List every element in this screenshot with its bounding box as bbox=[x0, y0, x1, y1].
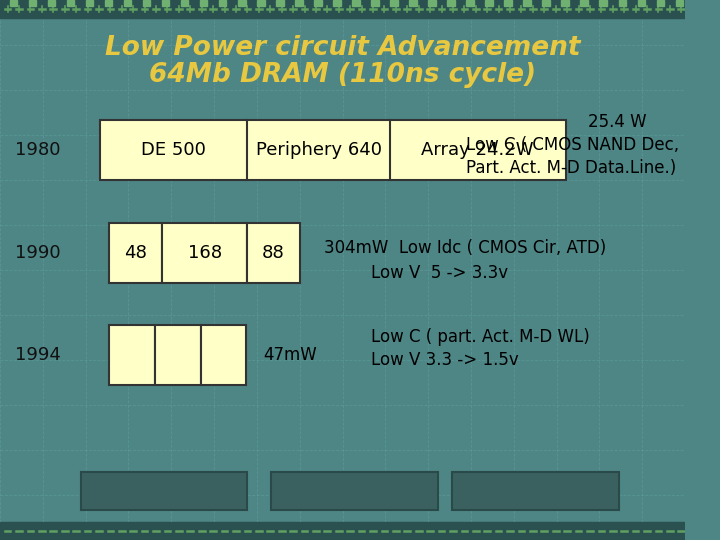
Bar bbox=[9, 0, 17, 6]
Bar bbox=[201, 325, 246, 385]
Bar bbox=[618, 0, 626, 6]
Bar bbox=[48, 0, 55, 6]
Bar bbox=[162, 223, 248, 283]
Bar bbox=[314, 0, 322, 6]
Bar bbox=[100, 120, 566, 180]
Bar bbox=[104, 0, 112, 6]
Bar bbox=[0, 522, 685, 540]
Text: 88: 88 bbox=[262, 244, 284, 262]
Bar bbox=[67, 0, 74, 6]
Bar bbox=[238, 0, 246, 6]
Bar bbox=[452, 472, 618, 510]
Bar bbox=[657, 0, 664, 6]
Bar bbox=[155, 325, 201, 385]
Bar bbox=[562, 0, 569, 6]
Bar bbox=[162, 0, 169, 6]
Bar bbox=[0, 0, 685, 18]
Bar bbox=[86, 0, 94, 6]
Bar bbox=[504, 0, 512, 6]
Bar bbox=[333, 0, 341, 6]
Bar bbox=[542, 0, 550, 6]
Text: 47mW: 47mW bbox=[264, 346, 318, 364]
Text: 1980: 1980 bbox=[15, 141, 60, 159]
Text: 48: 48 bbox=[124, 244, 147, 262]
Bar bbox=[580, 0, 588, 6]
Bar bbox=[409, 0, 417, 6]
Bar bbox=[600, 0, 607, 6]
Bar bbox=[257, 0, 264, 6]
Bar bbox=[428, 0, 436, 6]
Bar bbox=[390, 0, 397, 6]
Bar bbox=[352, 0, 360, 6]
Bar bbox=[271, 472, 438, 510]
Text: 1990: 1990 bbox=[15, 244, 61, 262]
Text: 304mW  Low Idc ( CMOS Cir, ATD): 304mW Low Idc ( CMOS Cir, ATD) bbox=[323, 239, 606, 257]
Bar bbox=[219, 0, 227, 6]
Bar bbox=[181, 0, 189, 6]
Bar bbox=[637, 0, 645, 6]
Text: 25.4 W: 25.4 W bbox=[588, 113, 647, 131]
Bar bbox=[371, 0, 379, 6]
Bar bbox=[523, 0, 531, 6]
Bar bbox=[675, 0, 683, 6]
Text: 1994: 1994 bbox=[15, 346, 61, 364]
Text: Low V 3.3 -> 1.5v: Low V 3.3 -> 1.5v bbox=[371, 351, 519, 369]
Bar bbox=[81, 472, 248, 510]
Text: Part. Act. M-D Data.Line.): Part. Act. M-D Data.Line.) bbox=[467, 159, 677, 177]
Bar bbox=[124, 0, 131, 6]
Text: Array 24.2W: Array 24.2W bbox=[421, 141, 534, 159]
Bar bbox=[29, 0, 36, 6]
Bar bbox=[447, 0, 455, 6]
Text: Low V  5 -> 3.3v: Low V 5 -> 3.3v bbox=[371, 264, 508, 282]
Bar bbox=[200, 0, 207, 6]
Bar bbox=[109, 325, 155, 385]
Bar bbox=[467, 0, 474, 6]
Bar bbox=[295, 0, 302, 6]
Bar bbox=[248, 223, 300, 283]
Bar bbox=[143, 0, 150, 6]
Text: 168: 168 bbox=[187, 244, 222, 262]
Text: Low C ( CMOS NAND Dec,: Low C ( CMOS NAND Dec, bbox=[467, 136, 680, 154]
Text: 64Mb DRAM (110ns cycle): 64Mb DRAM (110ns cycle) bbox=[149, 62, 536, 88]
Text: Periphery 640: Periphery 640 bbox=[256, 141, 382, 159]
Text: Low Power circuit Advancement: Low Power circuit Advancement bbox=[105, 35, 580, 61]
Text: DE 500: DE 500 bbox=[140, 141, 206, 159]
Bar bbox=[109, 223, 162, 283]
Bar bbox=[485, 0, 493, 6]
Text: Low C ( part. Act. M-D WL): Low C ( part. Act. M-D WL) bbox=[371, 328, 590, 346]
Bar bbox=[276, 0, 284, 6]
